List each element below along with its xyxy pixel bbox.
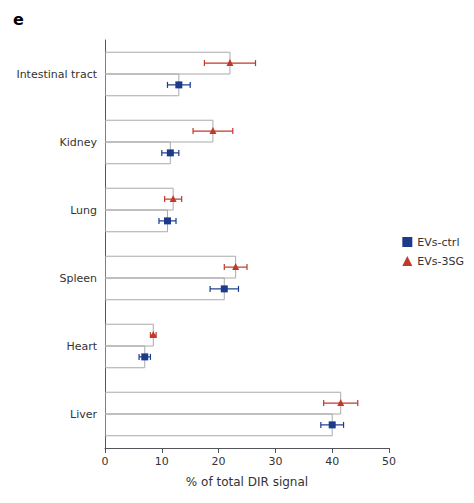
svg-text:Heart: Heart	[66, 340, 97, 353]
svg-text:Spleen: Spleen	[59, 272, 97, 285]
svg-text:30: 30	[268, 455, 282, 468]
svg-text:% of total DIR signal: % of total DIR signal	[186, 475, 308, 489]
svg-text:EVs-ctrl: EVs-ctrl	[417, 236, 459, 249]
svg-text:Liver: Liver	[70, 408, 97, 421]
svg-text:Kidney: Kidney	[59, 136, 97, 149]
svg-text:0: 0	[102, 455, 109, 468]
svg-text:40: 40	[325, 455, 339, 468]
svg-text:10: 10	[155, 455, 169, 468]
svg-text:50: 50	[382, 455, 396, 468]
svg-text:Intestinal tract: Intestinal tract	[16, 68, 97, 81]
svg-text:20: 20	[212, 455, 226, 468]
svg-text:EVs-3SG: EVs-3SG	[417, 255, 464, 268]
svg-text:e: e	[13, 10, 24, 29]
svg-text:Lung: Lung	[70, 204, 97, 217]
